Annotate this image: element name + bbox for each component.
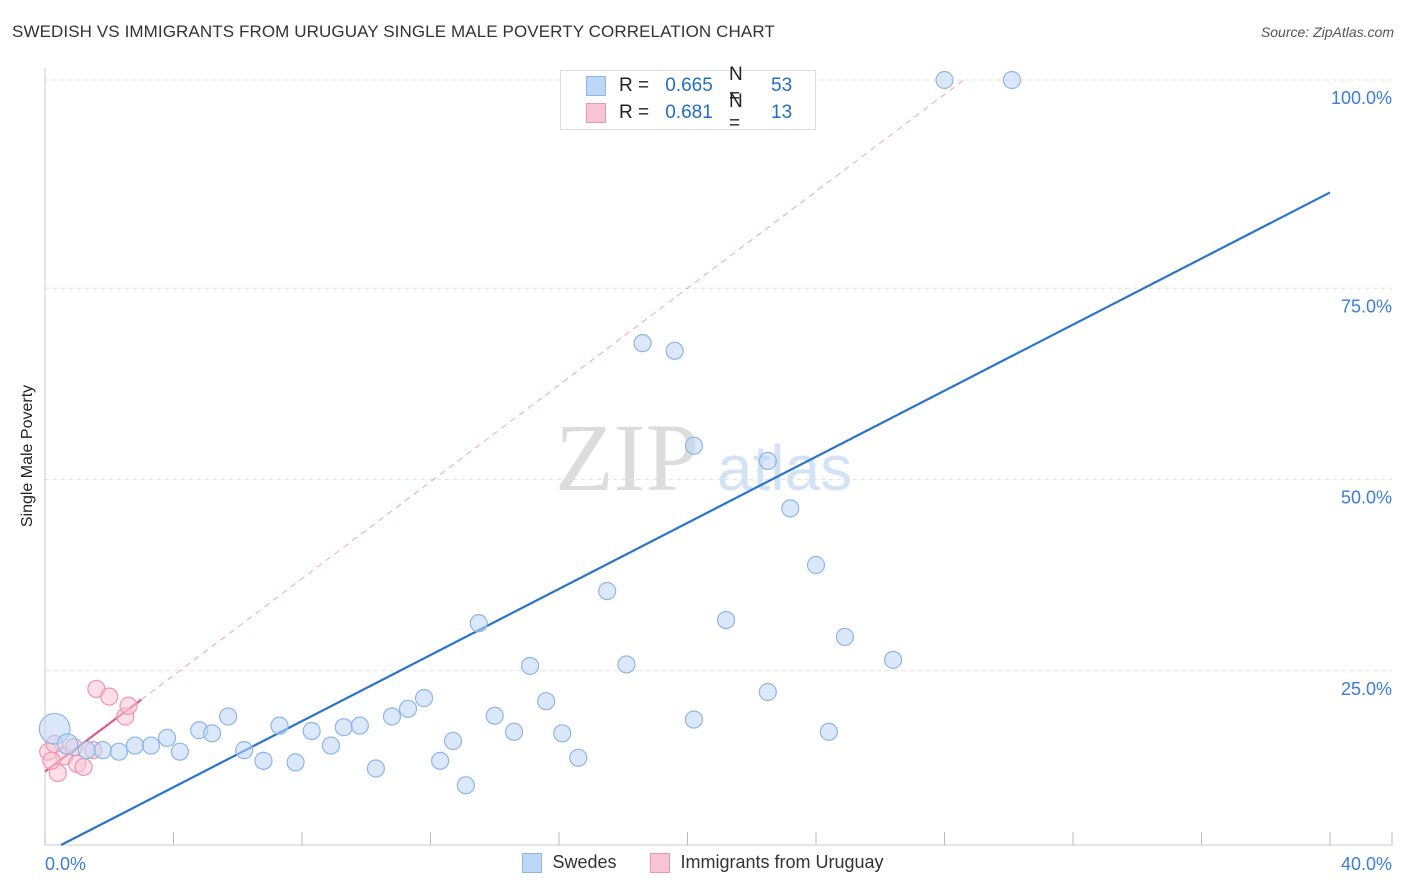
n-value: 13 — [771, 102, 793, 123]
swedes-point — [684, 436, 704, 455]
swedes-point — [537, 692, 556, 711]
swedes-point — [665, 341, 684, 360]
stats-legend: R = 0.665 N = 53 R = 0.681 N = 13 — [560, 64, 816, 134]
swedes-point — [806, 555, 826, 575]
swedes-point — [414, 689, 434, 708]
r-value: 0.665 — [665, 75, 713, 96]
r-label: R = — [619, 75, 650, 96]
swedes-point — [270, 716, 289, 735]
swedes-point — [170, 742, 190, 761]
swedes-point — [520, 656, 540, 676]
legend-item-swedes[interactable]: Swedes — [522, 852, 616, 873]
y-tick-label: 100.0% — [1331, 88, 1392, 108]
swedes-point — [469, 614, 488, 633]
watermark-zip: ZIP — [555, 404, 699, 511]
x-tick-label: 0.0% — [45, 854, 86, 874]
swedes-point — [286, 753, 305, 772]
swedes-point — [431, 751, 450, 770]
legend-label-swedes: Swedes — [552, 852, 617, 872]
swedes-point — [235, 741, 254, 760]
uruguay-swatch — [586, 103, 606, 123]
uruguay-legend-swatch — [650, 852, 671, 873]
swedes-legend-swatch — [522, 852, 543, 873]
swedes-point — [617, 655, 636, 674]
uruguay-extended-trendline — [141, 79, 965, 701]
n-label: N = — [729, 91, 743, 134]
swedes-point — [93, 741, 112, 760]
legend-label-uruguay: Immigrants from Uruguay — [680, 852, 884, 872]
swedes-trendline — [60, 191, 1331, 846]
swedes-point — [1002, 70, 1022, 90]
uruguay-point — [74, 757, 93, 777]
r-label: R = — [619, 102, 650, 123]
y-tick-label: 75.0% — [1341, 296, 1392, 316]
swedes-point — [109, 742, 128, 761]
swedes-point — [202, 724, 222, 743]
swedes-point — [125, 736, 145, 755]
swedes-point — [398, 699, 418, 718]
swedes-point — [716, 610, 736, 630]
source-label: Source: ZipAtlas.com — [1260, 24, 1394, 40]
watermark-atlas: atlas — [717, 432, 852, 504]
swedes-point — [219, 707, 238, 726]
swedes-point — [77, 741, 96, 760]
swedes-point — [935, 70, 954, 90]
swedes-point — [553, 724, 572, 743]
axes — [44, 68, 1393, 846]
swedes-point — [350, 716, 369, 735]
swedes-point — [485, 706, 504, 725]
swedes-point — [598, 581, 617, 601]
swedes-point — [302, 721, 321, 741]
r-value: 0.681 — [665, 102, 713, 123]
swedes-point — [684, 710, 704, 729]
swedes-swatch — [586, 76, 606, 96]
swedes-point — [569, 748, 588, 767]
swedes-point — [633, 334, 652, 353]
data-points — [38, 70, 1022, 795]
swedes-point — [819, 722, 838, 741]
y-tick-label: 50.0% — [1341, 488, 1392, 508]
watermark: ZIP atlas — [555, 404, 852, 511]
bottom-legend: Swedes Immigrants from Uruguay — [0, 852, 1406, 873]
n-label: N = — [729, 64, 743, 107]
uruguay-point — [42, 751, 61, 770]
swedes-point — [157, 728, 177, 748]
tick-labels: 25.0% 50.0% 75.0% 100.0% 0.0% 40.0% — [45, 88, 1392, 874]
swedes-point — [56, 733, 79, 755]
n-value: 53 — [771, 75, 793, 96]
swedes-point — [321, 736, 341, 755]
uruguay-point — [100, 687, 119, 706]
uruguay-point — [119, 696, 138, 715]
y-tick-label: 25.0% — [1341, 679, 1392, 699]
grid — [45, 79, 1392, 672]
swedes-point — [504, 722, 524, 741]
swedes-point — [254, 751, 273, 770]
legend-item-uruguay[interactable]: Immigrants from Uruguay — [650, 852, 884, 873]
swedes-point — [141, 736, 161, 755]
swedes-point — [835, 627, 855, 647]
swedes-point — [334, 718, 353, 737]
swedes-point — [883, 650, 903, 669]
x-tick-label: 40.0% — [1341, 854, 1392, 874]
swedes-point — [781, 499, 800, 518]
swedes-point — [366, 759, 385, 778]
swedes-point — [382, 707, 402, 726]
swedes-point — [456, 776, 475, 795]
chart-title: SWEDISH VS IMMIGRANTS FROM URUGUAY SINGL… — [12, 22, 775, 41]
swedes-point — [443, 731, 463, 751]
swedes-point — [758, 451, 777, 471]
swedes-point — [758, 682, 777, 702]
